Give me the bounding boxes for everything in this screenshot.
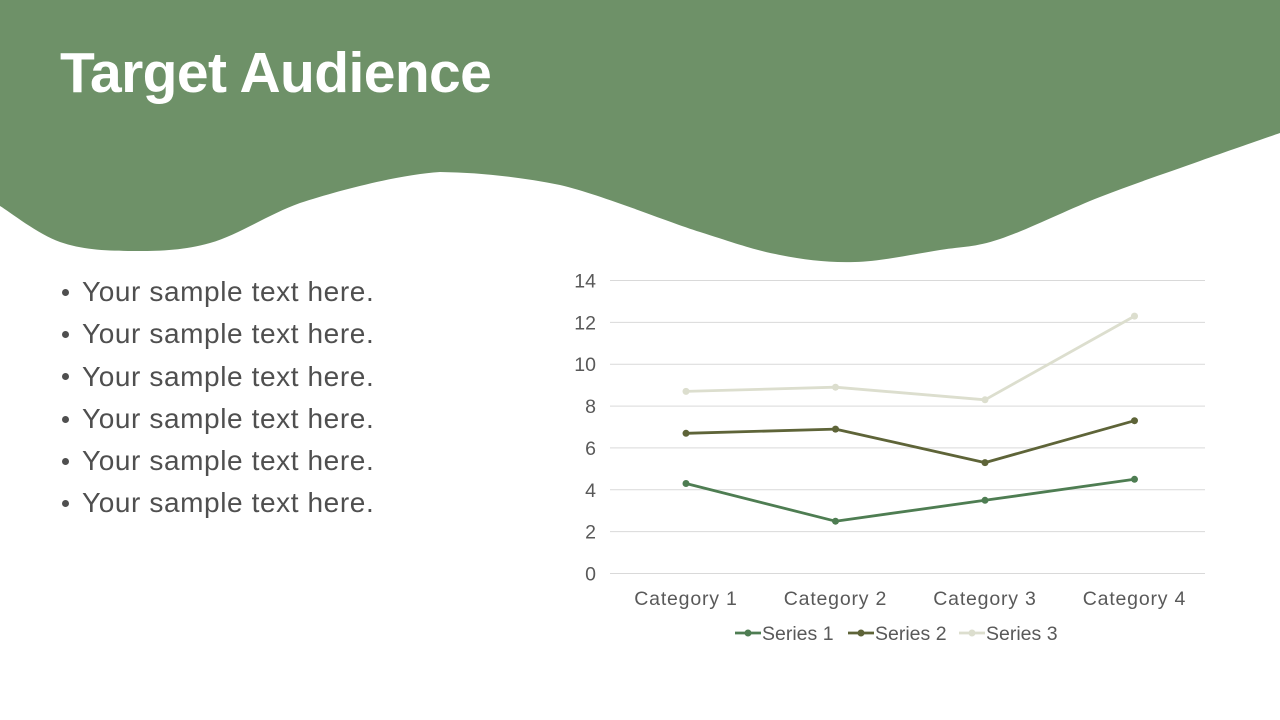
- svg-text:10: 10: [574, 354, 596, 376]
- svg-text:Category 4: Category 4: [1083, 588, 1186, 610]
- svg-text:Category 1: Category 1: [634, 588, 737, 610]
- svg-text:0: 0: [585, 564, 596, 586]
- svg-text:Category 3: Category 3: [933, 588, 1036, 610]
- svg-text:6: 6: [585, 438, 596, 460]
- svg-text:Series 1: Series 1: [762, 623, 834, 645]
- svg-text:Series 2: Series 2: [875, 623, 947, 645]
- svg-text:2: 2: [585, 522, 596, 544]
- svg-text:Category 2: Category 2: [784, 588, 887, 610]
- svg-text:Series 3: Series 3: [986, 623, 1058, 645]
- svg-text:12: 12: [574, 312, 596, 334]
- svg-text:14: 14: [574, 271, 596, 293]
- svg-text:4: 4: [585, 480, 596, 502]
- svg-text:8: 8: [585, 396, 596, 418]
